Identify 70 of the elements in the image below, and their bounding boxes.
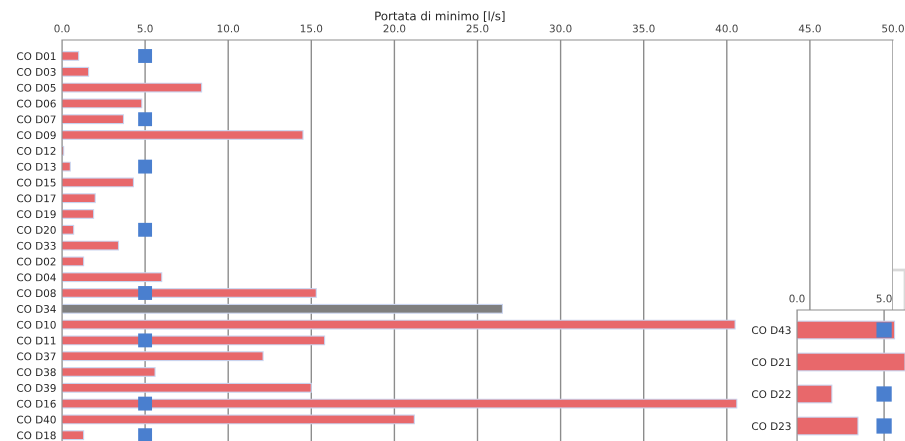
bar — [62, 66, 90, 77]
y-tick-label: CO D04 — [16, 273, 56, 282]
y-tick-label: CO D37 — [16, 352, 56, 360]
y-tick-label: CO D15 — [16, 178, 56, 187]
bar — [62, 272, 162, 282]
x-tick-label: 45.0 — [798, 24, 821, 32]
x-tick-label: 30.0 — [550, 24, 572, 32]
y-tick-label: CO D06 — [16, 100, 56, 108]
x-tick-label: 15.0 — [300, 24, 322, 32]
y-tick-label: CO D43 — [752, 326, 791, 334]
y-tick-label: CO D33 — [16, 242, 56, 250]
y-tick-label: CO D05 — [16, 84, 56, 92]
x-tick-label: 5.0 — [138, 24, 153, 32]
y-tick-label: CO D23 — [752, 422, 791, 430]
bar — [62, 98, 142, 108]
bar — [62, 304, 503, 314]
x-tick-label: 5.0 — [876, 294, 892, 302]
bar — [62, 288, 317, 298]
y-tick-label: CO D17 — [16, 194, 56, 202]
chart-title: Portata di minimo [l/s] — [375, 11, 505, 22]
y-tick-label: CO D22 — [752, 390, 790, 398]
bar — [62, 398, 738, 408]
y-tick-label: CO D16 — [16, 400, 56, 408]
bar — [62, 224, 74, 235]
x-tick-label: 10.0 — [218, 24, 240, 32]
bar — [62, 162, 71, 172]
bar — [62, 256, 84, 266]
y-tick-label: CO D12 — [16, 147, 56, 155]
y-tick-label: CO D34 — [16, 305, 56, 313]
y-tick-label: CO D40 — [16, 416, 56, 424]
x-tick-label: 20.0 — [384, 24, 406, 32]
bar — [62, 130, 304, 140]
bar — [62, 193, 96, 204]
y-tick-label: CO D10 — [16, 320, 56, 329]
bar — [62, 178, 134, 188]
y-tick-label: CO D01 — [16, 52, 56, 60]
y-tick-label: CO D39 — [16, 384, 56, 392]
y-tick-label: CO D08 — [16, 289, 56, 298]
y-tick-label: CO D07 — [16, 115, 56, 124]
y-tick-label: CO D18 — [16, 431, 56, 440]
bar — [62, 51, 80, 61]
bar — [62, 114, 124, 124]
y-tick-label: CO D11 — [16, 336, 56, 345]
x-tick-label: 40.0 — [716, 24, 738, 32]
x-tick-label: 0.0 — [789, 294, 805, 302]
y-tick-label: CO D19 — [16, 210, 56, 218]
y-tick-label: CO D20 — [16, 226, 56, 234]
bar — [62, 209, 94, 219]
y-tick-label: CO D03 — [16, 68, 56, 76]
x-tick-label: 0.0 — [54, 24, 70, 32]
bar — [62, 430, 84, 440]
bar — [62, 240, 120, 250]
x-tick-label: 25.0 — [466, 24, 488, 32]
x-tick-label: 50.0 — [882, 24, 904, 32]
bar — [62, 382, 312, 393]
bar — [62, 367, 156, 377]
y-tick-label: CO D02 — [16, 258, 56, 266]
bar — [62, 351, 264, 362]
bar — [62, 414, 415, 424]
bar — [62, 336, 326, 346]
x-tick-label: 35.0 — [632, 24, 655, 32]
bar — [797, 384, 832, 404]
y-tick-label: CO D38 — [16, 368, 56, 376]
bar — [62, 82, 202, 92]
bar — [797, 352, 905, 372]
y-tick-label: CO D21 — [752, 358, 790, 366]
bar — [62, 320, 736, 330]
y-tick-label: CO D13 — [16, 162, 56, 171]
y-tick-label: CO D09 — [16, 131, 56, 140]
bar — [797, 416, 859, 436]
